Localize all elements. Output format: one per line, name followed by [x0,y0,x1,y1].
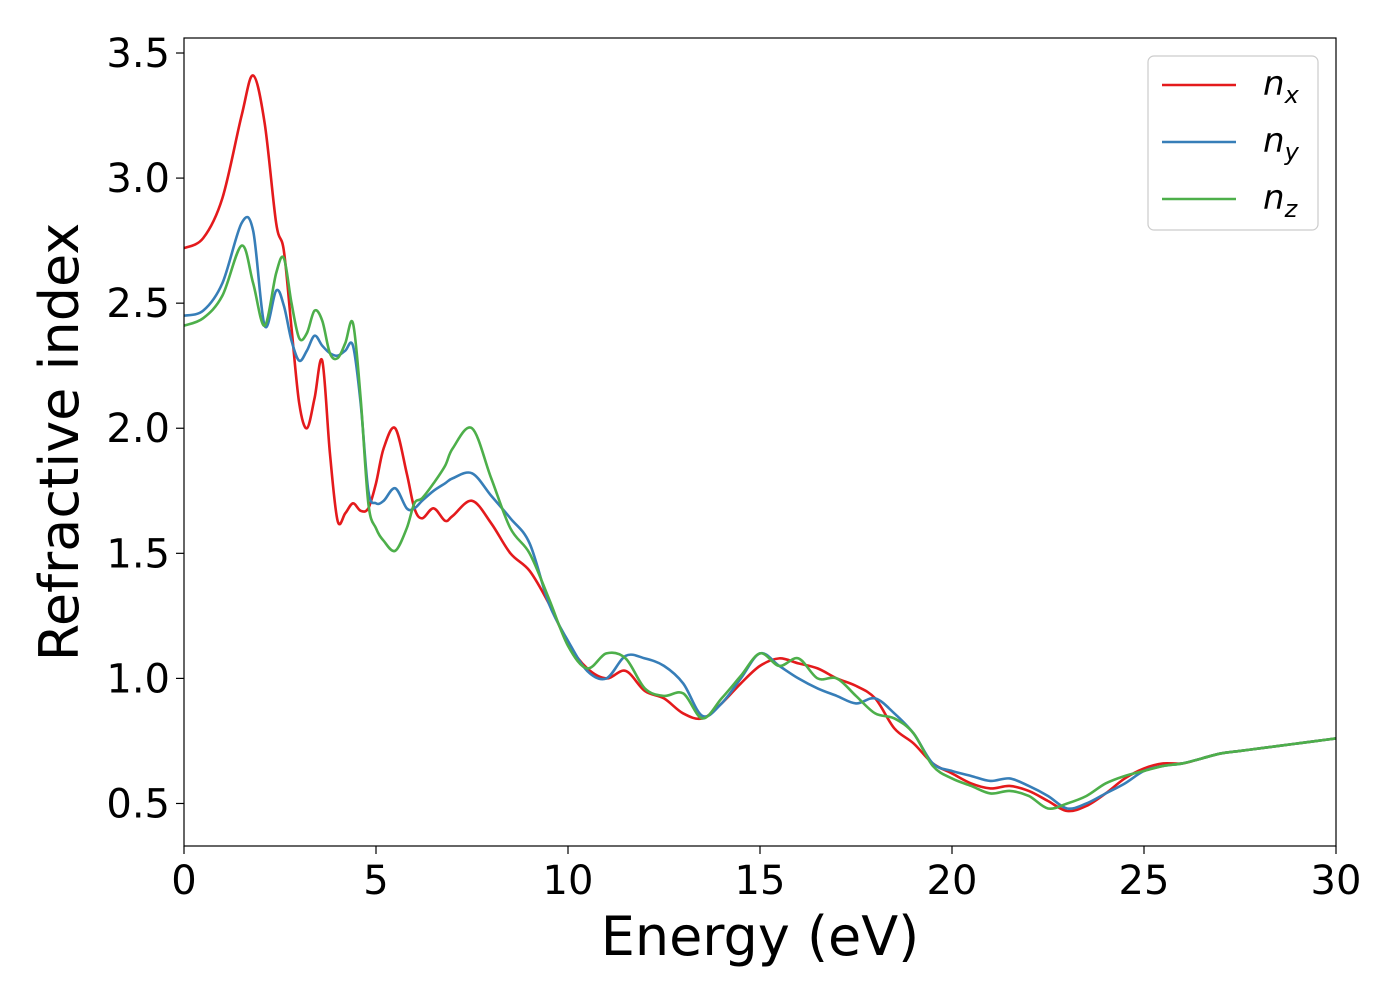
y-tick-label: 1.0 [106,656,170,702]
x-tick-label: 5 [363,858,388,904]
y-tick-label: 2.5 [106,281,170,327]
x-axis-ticks: 0 5 10 15 20 25 30 [171,846,1361,904]
y-axis-label: Refractive index [28,223,91,662]
x-tick-label: 25 [1119,858,1170,904]
series-line-nz [183,244,1337,811]
y-tick-label: 3.0 [106,156,170,202]
y-axis-ticks: 0.5 1.0 1.5 2.0 2.5 3.0 3.5 [106,31,184,827]
series-line-ny [183,215,1337,811]
y-tick-label: 0.5 [106,781,170,827]
x-tick-label: 10 [543,858,594,904]
y-tick-label: 3.5 [106,31,170,77]
x-tick-label: 20 [927,858,978,904]
series-layer [183,74,1337,813]
legend-items: nx ny nz [1162,64,1300,223]
legend-label-ny: ny [1263,121,1300,166]
x-tick-label: 0 [171,858,196,904]
x-tick-label: 30 [1311,858,1362,904]
legend: nx ny nz [1147,55,1319,231]
legend-label-nz: nz [1263,178,1299,223]
y-tick-label: 1.5 [106,531,170,577]
legend-label-nx: nx [1263,64,1300,109]
x-axis-label: Energy (eV) [601,905,920,968]
x-tick-label: 15 [735,858,786,904]
y-tick-label: 2.0 [106,406,170,452]
